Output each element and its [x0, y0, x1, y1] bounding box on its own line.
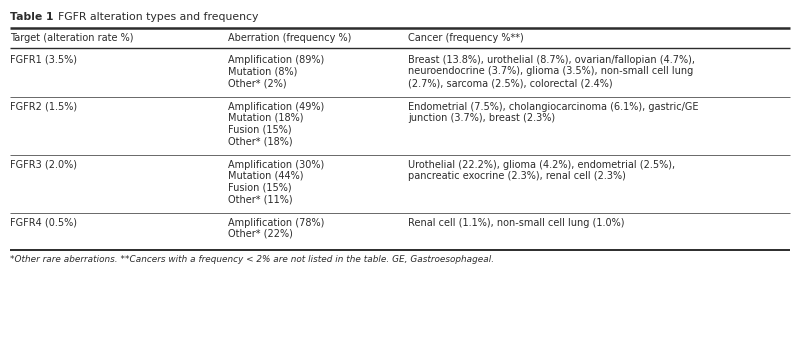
- Text: pancreatic exocrine (2.3%), renal cell (2.3%): pancreatic exocrine (2.3%), renal cell (…: [408, 171, 626, 181]
- Text: FGFR1 (3.5%): FGFR1 (3.5%): [10, 55, 78, 65]
- Text: Amplification (78%): Amplification (78%): [228, 218, 324, 227]
- Text: Table 1: Table 1: [10, 12, 54, 22]
- Text: Other* (11%): Other* (11%): [228, 194, 293, 204]
- Text: FGFR4 (0.5%): FGFR4 (0.5%): [10, 218, 78, 227]
- Text: Urothelial (22.2%), glioma (4.2%), endometrial (2.5%),: Urothelial (22.2%), glioma (4.2%), endom…: [408, 159, 675, 170]
- Text: Aberration (frequency %): Aberration (frequency %): [228, 33, 351, 43]
- Text: Renal cell (1.1%), non-small cell lung (1.0%): Renal cell (1.1%), non-small cell lung (…: [408, 218, 625, 227]
- Text: junction (3.7%), breast (2.3%): junction (3.7%), breast (2.3%): [408, 113, 555, 123]
- Text: Fusion (15%): Fusion (15%): [228, 124, 292, 135]
- Text: Target (alteration rate %): Target (alteration rate %): [10, 33, 134, 43]
- Text: Breast (13.8%), urothelial (8.7%), ovarian/fallopian (4.7%),: Breast (13.8%), urothelial (8.7%), ovari…: [408, 55, 695, 65]
- Text: Amplification (89%): Amplification (89%): [228, 55, 324, 65]
- Text: Cancer (frequency %**): Cancer (frequency %**): [408, 33, 524, 43]
- Text: Amplification (49%): Amplification (49%): [228, 102, 324, 112]
- Text: Other* (22%): Other* (22%): [228, 229, 293, 239]
- Text: FGFR2 (1.5%): FGFR2 (1.5%): [10, 102, 78, 112]
- Text: Amplification (30%): Amplification (30%): [228, 159, 324, 170]
- Text: FGFR3 (2.0%): FGFR3 (2.0%): [10, 159, 78, 170]
- Text: Fusion (15%): Fusion (15%): [228, 183, 292, 192]
- Text: *Other rare aberrations. **Cancers with a frequency < 2% are not listed in the t: *Other rare aberrations. **Cancers with …: [10, 255, 494, 264]
- Text: neuroendocrine (3.7%), glioma (3.5%), non-small cell lung: neuroendocrine (3.7%), glioma (3.5%), no…: [408, 67, 694, 76]
- Text: Other* (18%): Other* (18%): [228, 136, 293, 146]
- Text: FGFR alteration types and frequency: FGFR alteration types and frequency: [58, 12, 258, 22]
- Text: Other* (2%): Other* (2%): [228, 78, 286, 88]
- Text: Endometrial (7.5%), cholangiocarcinoma (6.1%), gastric/GE: Endometrial (7.5%), cholangiocarcinoma (…: [408, 102, 698, 112]
- Text: Mutation (8%): Mutation (8%): [228, 67, 298, 76]
- Text: (2.7%), sarcoma (2.5%), colorectal (2.4%): (2.7%), sarcoma (2.5%), colorectal (2.4%…: [408, 78, 613, 88]
- Text: Mutation (18%): Mutation (18%): [228, 113, 303, 123]
- Text: Mutation (44%): Mutation (44%): [228, 171, 303, 181]
